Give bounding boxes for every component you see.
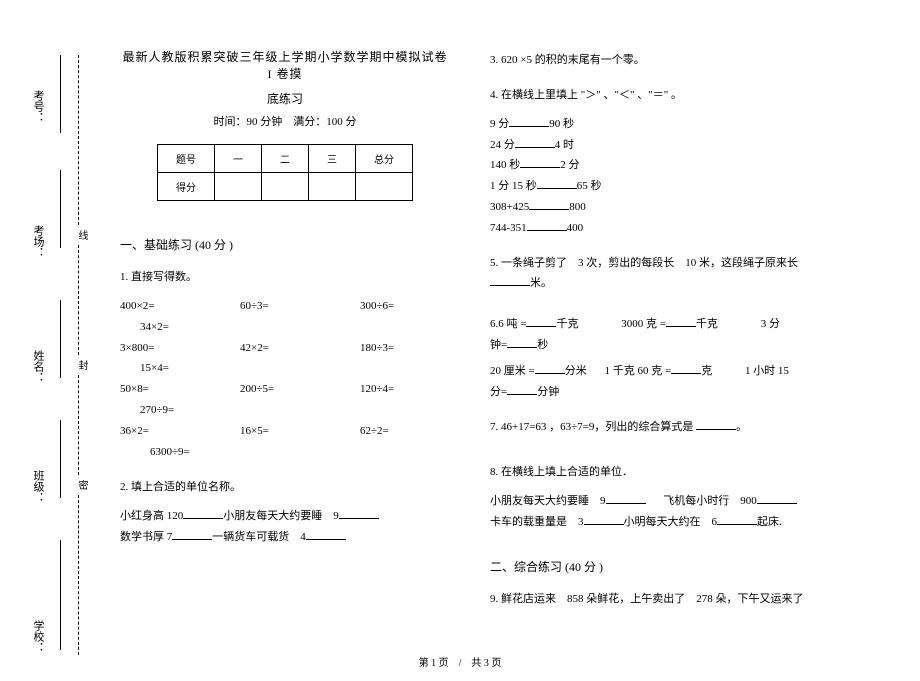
blank (529, 198, 569, 210)
left-column: 最新人教版积累突破三年级上学期小学数学期中模拟试卷 I 卷摸 底练习 时间：90… (120, 48, 450, 548)
blank (339, 507, 379, 519)
th: 题号 (158, 145, 215, 173)
blank (490, 274, 530, 286)
margin-line (60, 300, 61, 378)
expr: 15×4= (140, 362, 169, 374)
expr: 36×2= (120, 421, 240, 442)
th: 总分 (356, 145, 413, 173)
q6-line1: 6.6 吨 =千克 3000 克 =千克 3 分 (490, 314, 890, 335)
blank (717, 513, 757, 525)
q6-line1b: 钟=秒 (490, 335, 890, 356)
q4-label: 4. 在横线上里填上 "＞" 、"＜" 、"＝" 。 (490, 86, 890, 106)
q9: 9. 鲜花店运来 858 朵鲜花，上午卖出了 278 朵，下午又运来了 (490, 590, 890, 610)
q4-lines: 9 分90 秒 24 分4 时 140 秒2 分 1 分 15 秒65 秒 30… (490, 114, 890, 239)
td (356, 173, 413, 201)
right-column: 3. 620 ×5 的积的末尾有一个零。 4. 在横线上里填上 "＞" 、"＜"… (490, 50, 890, 617)
blank (671, 362, 701, 374)
expr: 120÷4= (360, 379, 430, 400)
q2-line2: 数学书厚 7一辆货车可载货 4 (120, 527, 450, 548)
expr: 180÷3= (360, 338, 430, 359)
margin-line (60, 170, 61, 248)
td: 得分 (158, 173, 215, 201)
blank (507, 383, 537, 395)
q2-label: 2. 填上合适的单位名称。 (120, 478, 450, 498)
label-room: 考场： (30, 225, 46, 258)
section2-heading: 二、综合练习 (40 分 ) (490, 558, 890, 575)
th: 二 (262, 145, 309, 173)
margin-line (60, 420, 61, 498)
q6-line2b: 分=分钟 (490, 382, 890, 403)
blank (606, 492, 646, 504)
q5: 5. 一条绳子剪了 3 次，剪出的每段长 10 米，这段绳子原来长 米。 (490, 254, 890, 294)
label-school: 学校： (30, 620, 46, 653)
expr: 16×5= (240, 421, 360, 442)
dash-char: 密 (74, 480, 89, 490)
expr: 270÷9= (140, 404, 174, 416)
dash-line (78, 495, 79, 655)
label-exam-number: 考号： (30, 90, 46, 123)
dash-line (78, 55, 79, 225)
th: 一 (215, 145, 262, 173)
blank (172, 528, 212, 540)
q8-line2: 卡车的载重量是 3小明每天大约在 6起床. (490, 512, 890, 533)
td (262, 173, 309, 201)
blank (183, 507, 223, 519)
page-footer: 第 1 页 / 共 3 页 (0, 654, 920, 669)
td (309, 173, 356, 201)
binding-margin: 考号： 考场： 姓名： 班级： 学校： 线 封 密 (0, 0, 100, 681)
expr: 62÷2= (360, 421, 430, 442)
blank (526, 315, 556, 327)
blank (509, 115, 549, 127)
margin-line (60, 540, 61, 650)
score-table: 题号 一 二 三 总分 得分 (157, 144, 413, 201)
dash-line (78, 245, 79, 355)
q8-line1: 小朋友每天大约要睡 9 飞机每小时行 900 (490, 491, 890, 512)
expr: 200÷5= (240, 379, 360, 400)
blank (584, 513, 624, 525)
section-heading: 一、基础练习 (40 分 ) (120, 236, 450, 253)
blank (527, 219, 567, 231)
q2-line1: 小红身高 120小朋友每天大约要睡 9 (120, 506, 450, 527)
q6-line2: 20 厘米 =分米 1 千克 60 克 =克 1 小时 15 (490, 361, 890, 382)
blank (306, 528, 346, 540)
blank (520, 156, 560, 168)
margin-line (60, 55, 61, 133)
table-row: 题号 一 二 三 总分 (158, 145, 413, 173)
q3: 3. 620 ×5 的积的末尾有一个零。 (490, 50, 890, 71)
exam-subtitle: 底练习 (120, 90, 450, 107)
q7: 7. 46+17=63 ，63÷7=9，列出的综合算式是 。 (490, 418, 890, 438)
expr: 6300÷9= (150, 446, 190, 458)
blank (696, 418, 736, 430)
blank (537, 177, 577, 189)
exam-title: 最新人教版积累突破三年级上学期小学数学期中模拟试卷 I 卷摸 (120, 48, 450, 82)
dash-line (78, 375, 79, 475)
expr: 60÷3= (240, 296, 360, 317)
blank (666, 315, 696, 327)
expr: 300÷6= (360, 296, 430, 317)
expr: 400×2= (120, 296, 240, 317)
blank (507, 336, 537, 348)
exam-time: 时间：90 分钟 满分：100 分 (120, 113, 450, 129)
th: 三 (309, 145, 356, 173)
blank (757, 492, 797, 504)
table-row: 得分 (158, 173, 413, 201)
expr: 50×8= (120, 379, 240, 400)
expr: 3×800= (120, 338, 240, 359)
expr: 42×2= (240, 338, 360, 359)
dash-char: 线 (74, 230, 89, 240)
blank (535, 362, 565, 374)
expr: 34×2= (140, 321, 169, 333)
q1-label: 1. 直接写得数。 (120, 268, 450, 288)
blank (515, 136, 555, 148)
label-class: 班级： (30, 470, 46, 503)
td (215, 173, 262, 201)
q8-label: 8. 在横线上填上合适的单位． (490, 463, 890, 483)
label-name: 姓名： (30, 350, 46, 383)
dash-char: 封 (74, 360, 89, 370)
q1-math: 400×2=60÷3=300÷6= 34×2= 3×800=42×2=180÷3… (120, 296, 450, 463)
